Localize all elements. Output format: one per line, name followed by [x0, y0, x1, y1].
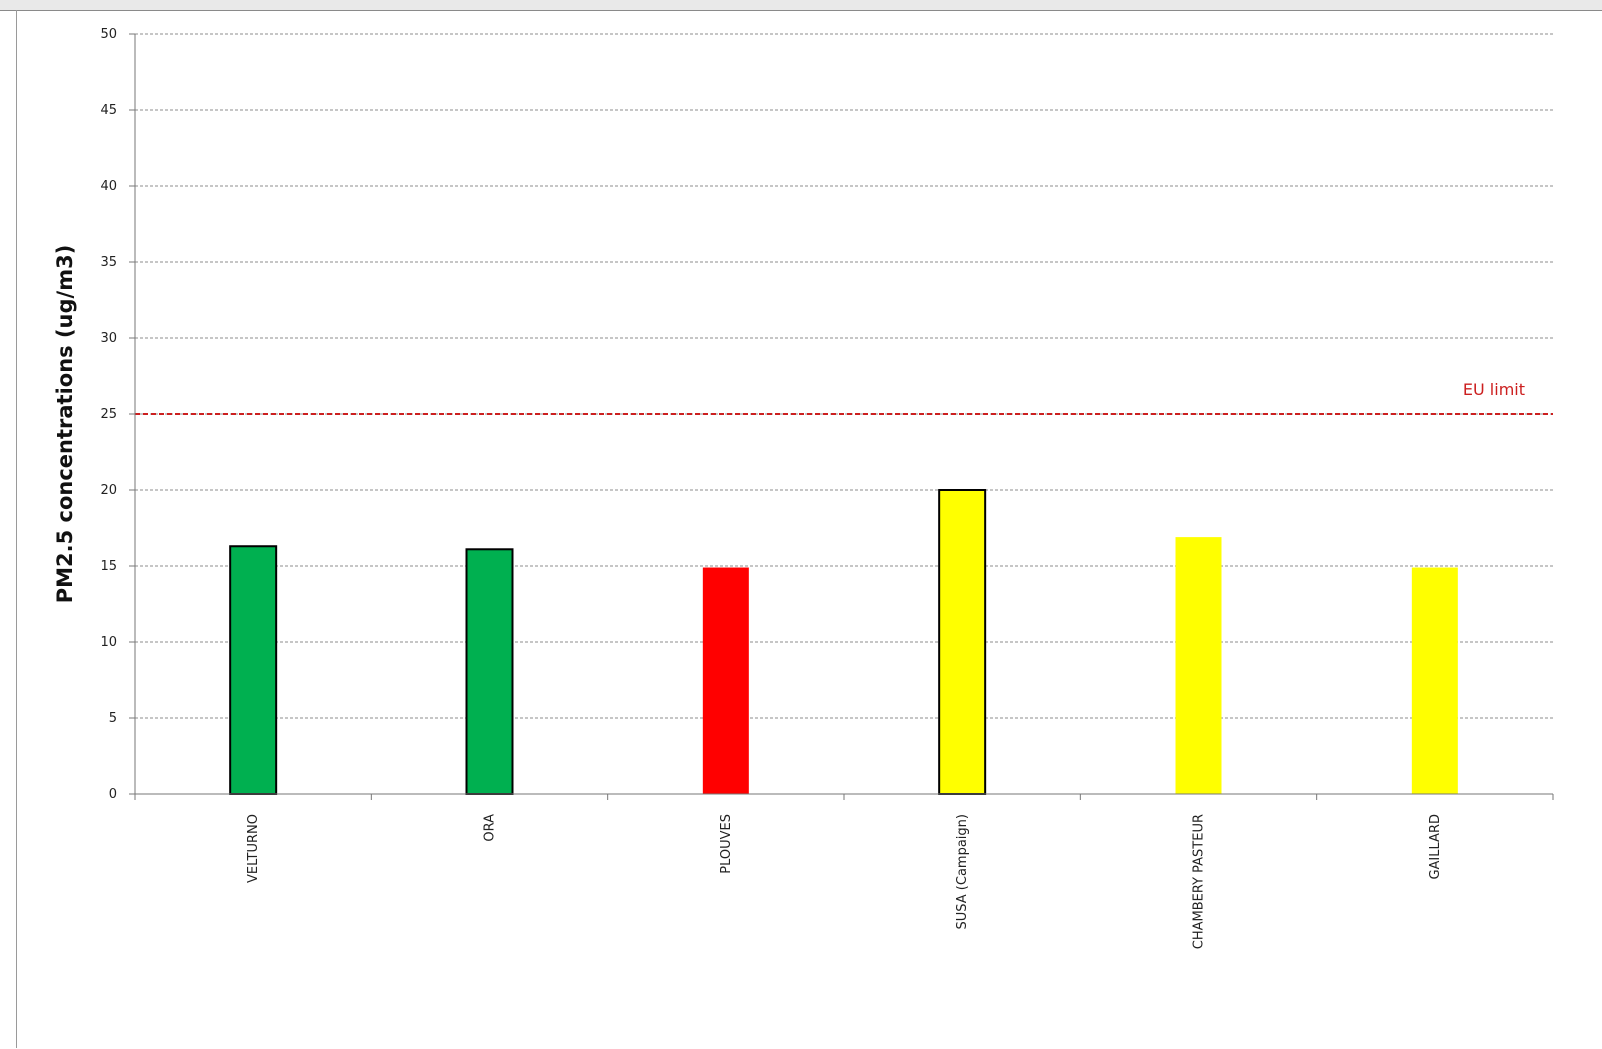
bar	[1411, 567, 1458, 794]
bar	[702, 567, 749, 794]
chart-border	[16, 10, 1600, 1048]
title-strip	[0, 0, 1602, 11]
category-label: ORA	[483, 814, 498, 842]
y-tick-label: 10	[100, 635, 117, 650]
bar	[465, 548, 514, 796]
y-tick-label: 45	[100, 103, 117, 118]
eu-limit-label: EU limit	[1463, 380, 1525, 399]
y-tick-label: 15	[100, 559, 117, 574]
category-label: SUSA (Campaign)	[955, 814, 970, 929]
axes	[129, 33, 1554, 800]
category-label: VELTURNO	[246, 814, 261, 883]
y-tick-label: 50	[100, 27, 117, 42]
y-tick-label: 30	[100, 331, 117, 346]
bar	[229, 545, 278, 795]
gridlines	[135, 33, 1553, 719]
category-label: PLOUVES	[719, 814, 734, 874]
bar	[938, 489, 987, 795]
bar	[1175, 537, 1222, 794]
bars	[229, 489, 1458, 796]
y-tick-label: 35	[100, 255, 117, 270]
y-axis-title: PM2.5 concentrations (ug/m3)	[53, 245, 77, 604]
y-tick-label: 25	[100, 407, 117, 422]
category-label: GAILLARD	[1428, 814, 1443, 880]
y-tick-label: 5	[109, 711, 117, 726]
y-tick-label: 20	[100, 483, 117, 498]
y-tick-label: 0	[109, 787, 117, 802]
category-label: CHAMBERY PASTEUR	[1192, 814, 1207, 949]
y-tick-label: 40	[100, 179, 117, 194]
labels: 0 5 10 15 20 25 30 35 40 45 50 VELTURNO ORA PLOUVES SU…	[53, 27, 1525, 949]
